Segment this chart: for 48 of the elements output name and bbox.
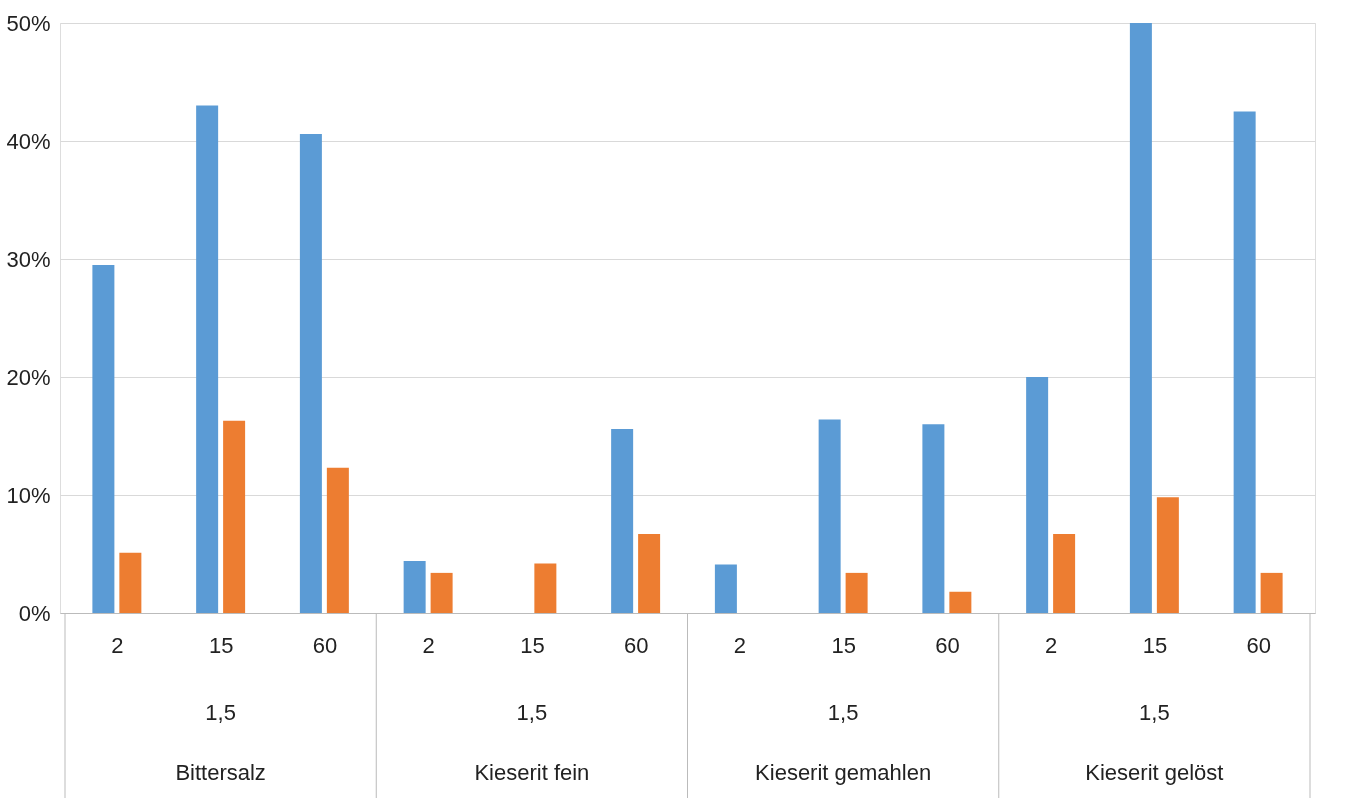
bar <box>430 572 453 613</box>
bar <box>196 105 219 613</box>
x-tick-label: 2 <box>111 632 124 658</box>
bar <box>92 264 115 613</box>
text: 1,5 <box>1139 700 1170 725</box>
y-tick-label: 10% <box>6 482 51 508</box>
bar <box>922 424 945 613</box>
y-tick-label: 40% <box>6 128 51 154</box>
bar <box>638 533 661 613</box>
x-tick-label: 2 <box>1045 632 1058 658</box>
text: Kieserit gelöst <box>1085 760 1224 785</box>
bar <box>714 564 737 613</box>
bar <box>949 591 972 613</box>
x-tick-label: 2 <box>422 632 435 658</box>
x-tick-label: 15 <box>208 632 234 658</box>
bar <box>299 133 322 613</box>
bar <box>326 467 349 613</box>
bar <box>611 428 634 613</box>
text: Kieserit fein <box>474 760 590 785</box>
bar <box>223 420 246 613</box>
text: 1,5 <box>516 700 548 725</box>
x-tick-label: 2 <box>733 632 746 658</box>
bar <box>534 563 557 613</box>
bar <box>1026 377 1049 613</box>
text: Bittersalz <box>175 760 266 785</box>
bar <box>845 572 868 613</box>
y-tick-label: 0% <box>18 600 51 626</box>
x-tick-label: 60 <box>1246 632 1271 658</box>
bar <box>1233 111 1256 613</box>
bar <box>1129 23 1152 613</box>
x-tick-label: 60 <box>623 632 649 658</box>
x-tick-label: 60 <box>312 632 338 658</box>
bar <box>1156 497 1179 613</box>
x-tick-label: 15 <box>831 632 856 658</box>
bar <box>1260 572 1283 613</box>
text: 1,5 <box>827 700 859 725</box>
bar <box>818 419 841 613</box>
x-tick-label: 15 <box>520 632 545 658</box>
bar <box>1053 533 1076 613</box>
y-tick-label: 30% <box>6 246 51 272</box>
x-tick-label: 60 <box>935 632 960 658</box>
y-tick-label: 50% <box>6 10 51 36</box>
bar <box>119 552 142 613</box>
bar <box>403 561 426 613</box>
x-tick-label: 15 <box>1142 632 1168 658</box>
y-tick-label: 20% <box>6 364 51 390</box>
text: Kieserit gemahlen <box>755 760 932 785</box>
text: 1,5 <box>205 700 236 725</box>
